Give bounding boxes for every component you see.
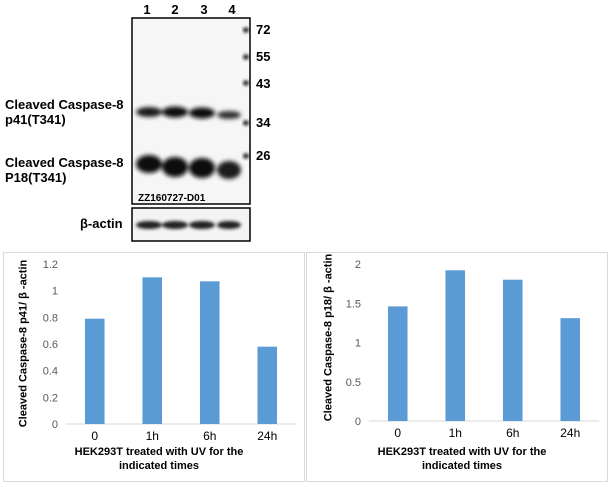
p41-x-axis-title: HEK293T treated with UV for the indicate… [44,445,274,473]
p41-label-line2: p41(T341) [5,112,66,127]
actin-label: β-actin [80,216,123,231]
x-tick-label: 24h [560,426,580,440]
x-tick-label: 6h [506,426,519,440]
p18-bar-chart: 0 0.5 1 1.5 2 0 1h 6h 24h Cleaved Caspase-8 p18/… [306,252,608,482]
y-tick-label: 0.6 [43,339,58,351]
y-tick-label: 0.8 [43,312,58,324]
y-tick-label: 0.4 [43,366,58,378]
x-tick-label: 24h [257,429,277,443]
p41-bands [136,106,241,119]
lane-label-4: 4 [228,2,236,17]
p41-y-axis-title: Cleaved Caspase-8 p41/ β -actin [17,259,30,428]
x-tick-label: 1h [146,429,159,443]
y-tick-label: 1 [355,338,361,350]
bar-0 [84,318,105,424]
mw-marker-34: 34 [256,115,271,130]
mw-marker-72: 72 [256,22,271,37]
bar-24h [560,318,581,421]
lane-label-3: 3 [200,2,208,17]
catalog-number: ZZ160727-D01 [138,193,206,204]
western-blot-figure: 1 2 3 4 [5,2,271,242]
y-tick-label: 0.5 [346,377,361,389]
blot-image: ZZ160727-D01 [131,17,251,242]
bar-1h [445,270,466,421]
p18-band-label: Cleaved Caspase-8 P18(T341) [5,155,124,185]
lane-label-1: 1 [143,2,151,17]
y-tick-label: 2 [355,259,361,271]
y-tick-label: 1 [52,286,58,298]
bar-0 [387,306,408,421]
y-tick-label: 0.2 [43,392,58,404]
x-tick-label: 1h [449,426,462,440]
bar-6h [199,281,220,424]
p18-label-line2: P18(T341) [5,170,67,185]
p41-label-line1: Cleaved Caspase-8 [5,97,124,112]
p18-label-line1: Cleaved Caspase-8 [5,155,124,170]
mw-ladder [243,27,249,159]
actin-bands [136,221,241,229]
p41-band-label: Cleaved Caspase-8 p41(T341) [5,97,124,127]
y-tick-label: 0 [52,419,58,431]
p18-x-title-line1: HEK293T treated with UV for the [377,446,547,458]
mw-marker-43: 43 [256,76,271,91]
bar-24h [257,346,278,424]
p18-bands [136,155,241,179]
y-tick-label: 0 [355,416,361,428]
p41-x-title-line2: indicated times [118,460,200,472]
x-tick-label: 0 [394,426,401,440]
p41-x-title-line1: HEK293T treated with UV for the [74,446,244,458]
mw-marker-55: 55 [256,49,271,64]
bar-1h [142,277,163,424]
lane-label-2: 2 [171,2,179,17]
p18-y-axis-title: Cleaved Caspase-8 p18/ β -actin [322,253,335,422]
y-tick-label: 1.2 [43,259,58,271]
p18-x-axis-title: HEK293T treated with UV for the indicate… [347,445,577,473]
bar-6h [502,279,523,421]
p18-chart-plot: 0 0.5 1 1.5 2 0 1h 6h 24h [346,259,599,440]
mw-marker-26: 26 [256,148,271,163]
p41-chart-plot: 0 0.2 0.4 0.6 0.8 1 1.2 0 1h 6h 24h [43,259,296,443]
x-tick-label: 0 [91,429,98,443]
p41-bar-chart: 0 0.2 0.4 0.6 0.8 1 1.2 0 1h 6h 24h Cleaved Caspas… [3,252,305,482]
p18-x-title-line2: indicated times [421,460,503,472]
y-tick-label: 1.5 [346,298,361,310]
x-tick-label: 6h [203,429,216,443]
